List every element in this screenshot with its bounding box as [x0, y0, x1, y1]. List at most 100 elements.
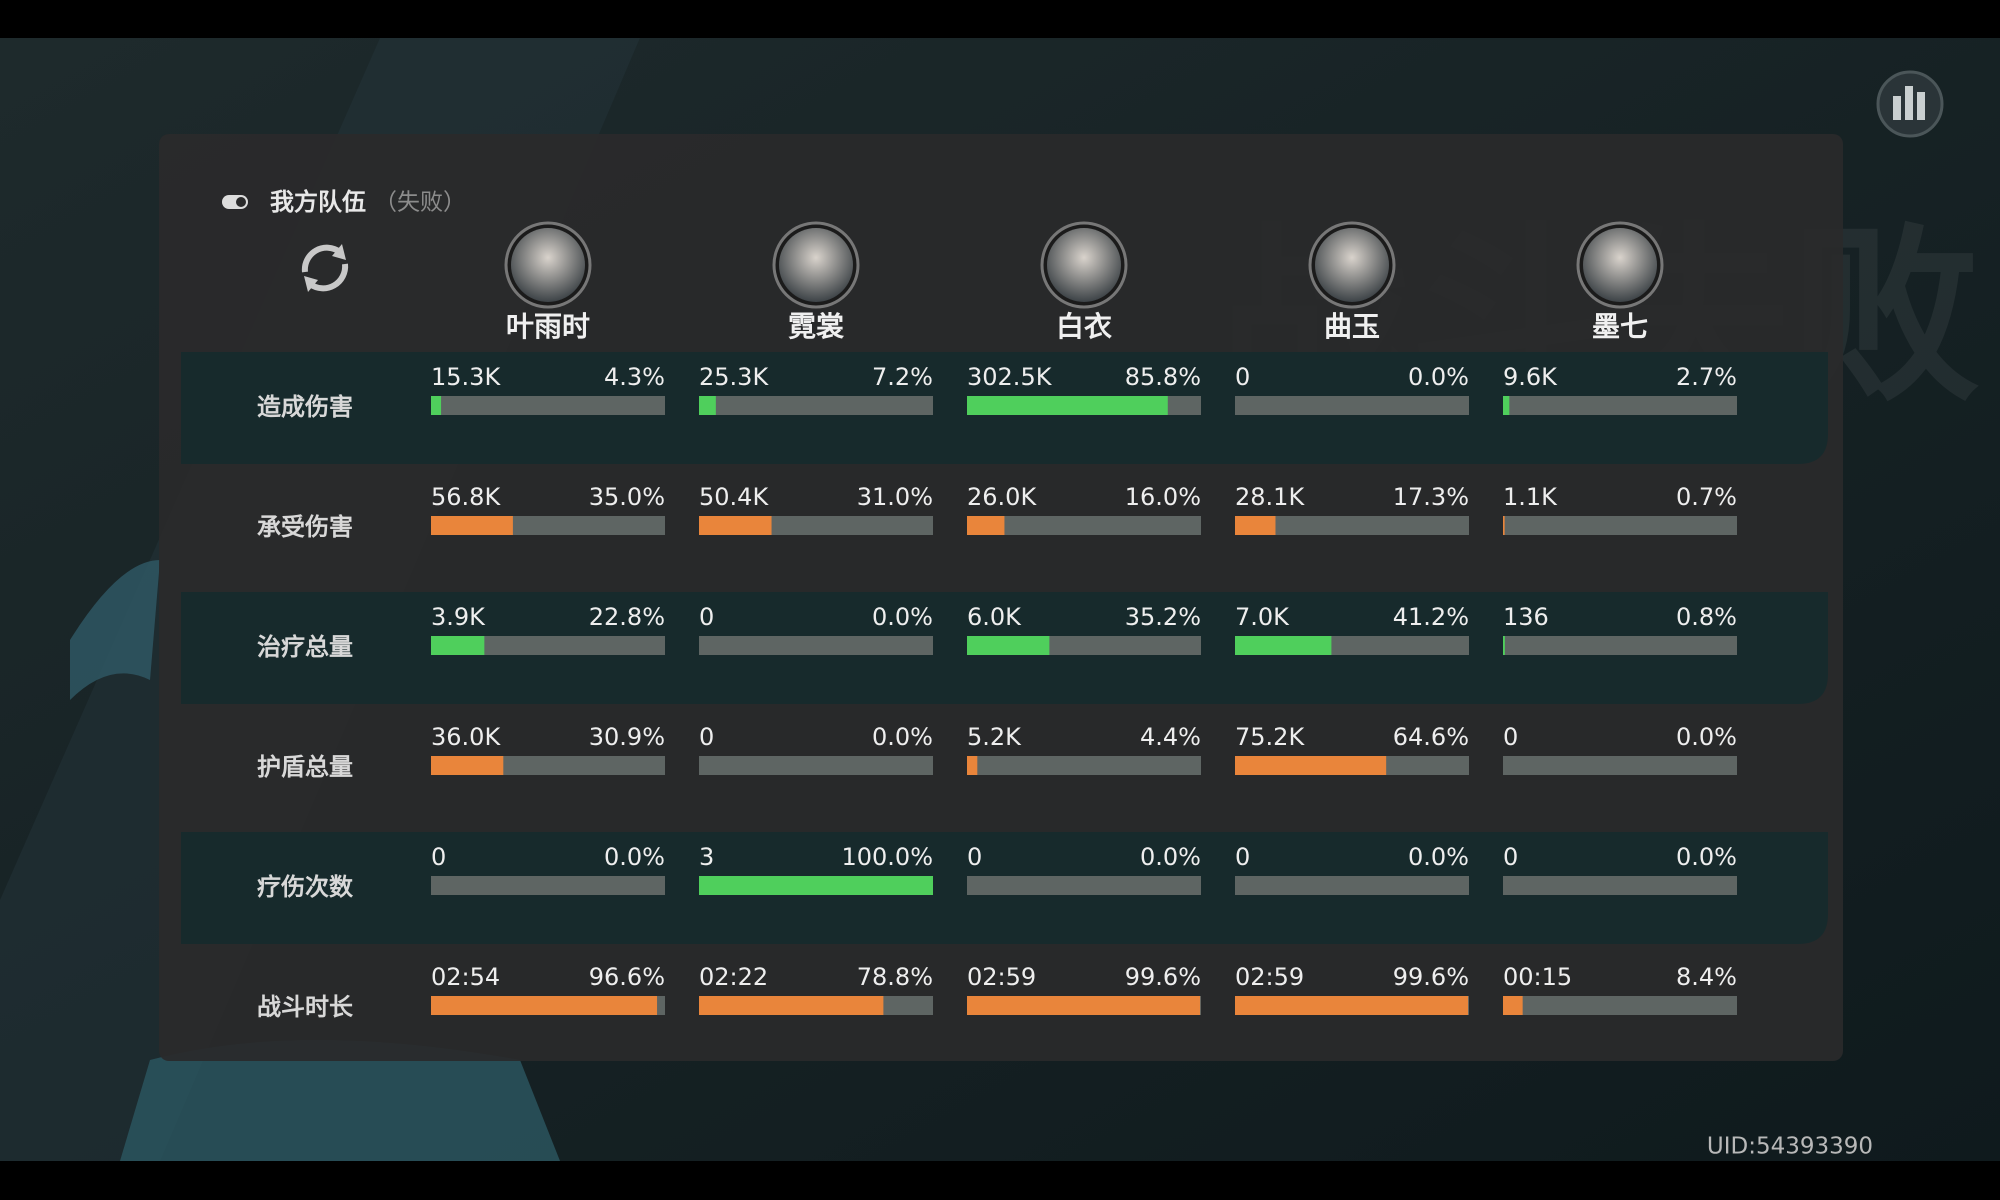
stat-value: 5.2K	[967, 723, 1022, 751]
bar-track	[967, 756, 1201, 775]
row-label: 造成伤害	[257, 393, 353, 421]
bar-fill	[699, 516, 772, 535]
character-name: 叶雨时	[506, 310, 590, 343]
character-name: 曲玉	[1324, 310, 1380, 343]
bar-fill	[699, 876, 933, 895]
bar-track	[1503, 516, 1737, 535]
bar-track	[699, 396, 933, 415]
bar-fill	[1503, 516, 1505, 535]
bar-fill	[431, 636, 485, 655]
bar-fill	[1235, 636, 1332, 655]
stat-share: 99.6%	[1393, 963, 1469, 991]
stat-share: 0.0%	[1408, 363, 1469, 391]
bar-track	[431, 876, 665, 895]
stat-share: 78.8%	[857, 963, 933, 991]
stat-value: 9.6K	[1503, 363, 1558, 391]
stat-value: 02:54	[431, 963, 500, 991]
stat-value: 75.2K	[1235, 723, 1305, 751]
stat-value: 302.5K	[967, 363, 1053, 391]
stat-value: 0	[1235, 363, 1250, 391]
character-name: 霓裳	[788, 310, 845, 343]
stat-share: 0.0%	[1140, 843, 1201, 871]
bar-fill	[1235, 996, 1469, 1015]
stat-share: 100.0%	[841, 843, 933, 871]
bar-fill	[1503, 396, 1510, 415]
stat-share: 8.4%	[1676, 963, 1737, 991]
stat-value: 3.9K	[431, 603, 486, 631]
bar-fill	[699, 396, 716, 415]
stat-share: 0.0%	[1676, 723, 1737, 751]
avatar	[779, 228, 853, 302]
stat-value: 26.0K	[967, 483, 1037, 511]
bar-fill	[1503, 636, 1505, 655]
stat-share: 0.0%	[1676, 843, 1737, 871]
character-name: 白衣	[1056, 310, 1112, 343]
row-label: 治疗总量	[257, 633, 353, 661]
stat-value: 7.0K	[1235, 603, 1290, 631]
avatar	[1047, 228, 1121, 302]
row-label: 护盾总量	[257, 753, 353, 781]
stat-share: 0.7%	[1676, 483, 1737, 511]
stat-value: 0	[967, 843, 982, 871]
stat-share: 17.3%	[1393, 483, 1469, 511]
stats-icon	[1893, 86, 1925, 120]
row-label: 承受伤害	[257, 513, 353, 541]
stat-value: 56.8K	[431, 483, 501, 511]
stat-value: 0	[1503, 723, 1518, 751]
bar-fill	[431, 516, 513, 535]
stat-value: 25.3K	[699, 363, 769, 391]
bar-fill	[431, 756, 504, 775]
bar-track	[431, 396, 665, 415]
bar-track	[1503, 636, 1737, 655]
bar-track	[1235, 396, 1469, 415]
stat-value: 50.4K	[699, 483, 769, 511]
bg-figure	[70, 560, 160, 700]
stat-value: 02:59	[967, 963, 1036, 991]
stat-share: 2.7%	[1676, 363, 1737, 391]
stat-share: 35.2%	[1125, 603, 1201, 631]
row-label: 疗伤次数	[257, 873, 354, 901]
bar-track	[967, 876, 1201, 895]
stat-value: 15.3K	[431, 363, 501, 391]
stat-value: 0	[1503, 843, 1518, 871]
bar-track	[1503, 876, 1737, 895]
stat-share: 16.0%	[1125, 483, 1201, 511]
stat-value: 02:59	[1235, 963, 1304, 991]
bar-track	[1503, 396, 1737, 415]
stat-share: 85.8%	[1125, 363, 1201, 391]
stat-value: 6.0K	[967, 603, 1022, 631]
bar-fill	[431, 996, 658, 1015]
stat-share: 0.8%	[1676, 603, 1737, 631]
stat-share: 0.0%	[872, 603, 933, 631]
stat-share: 35.0%	[589, 483, 665, 511]
bar-fill	[1235, 516, 1276, 535]
bar-track	[699, 756, 933, 775]
bar-fill	[1503, 996, 1523, 1015]
stat-value: 0	[699, 723, 714, 751]
stat-share: 31.0%	[857, 483, 933, 511]
bar-track	[1235, 516, 1469, 535]
toggle-icon	[222, 195, 248, 209]
stat-share: 0.0%	[1408, 843, 1469, 871]
stat-share: 7.2%	[872, 363, 933, 391]
avatar	[1315, 228, 1389, 302]
bar-track	[1503, 756, 1737, 775]
bar-fill	[1235, 756, 1387, 775]
avatar	[1583, 228, 1657, 302]
team-status[interactable]: （失败）	[374, 190, 466, 216]
stat-value: 36.0K	[431, 723, 501, 751]
bg-figure	[120, 1040, 560, 1161]
bar-track	[699, 636, 933, 655]
stat-value: 1.1K	[1503, 483, 1558, 511]
stat-share: 64.6%	[1393, 723, 1469, 751]
uid: UID:54393390	[1707, 1134, 1873, 1160]
stat-value: 0	[699, 603, 714, 631]
bar-track	[431, 636, 665, 655]
bar-fill	[967, 396, 1168, 415]
bar-fill	[699, 996, 884, 1015]
team-title: 我方队伍	[270, 188, 366, 216]
stat-share: 4.4%	[1140, 723, 1201, 751]
refresh-button[interactable]	[301, 244, 349, 292]
avatar	[511, 228, 585, 302]
